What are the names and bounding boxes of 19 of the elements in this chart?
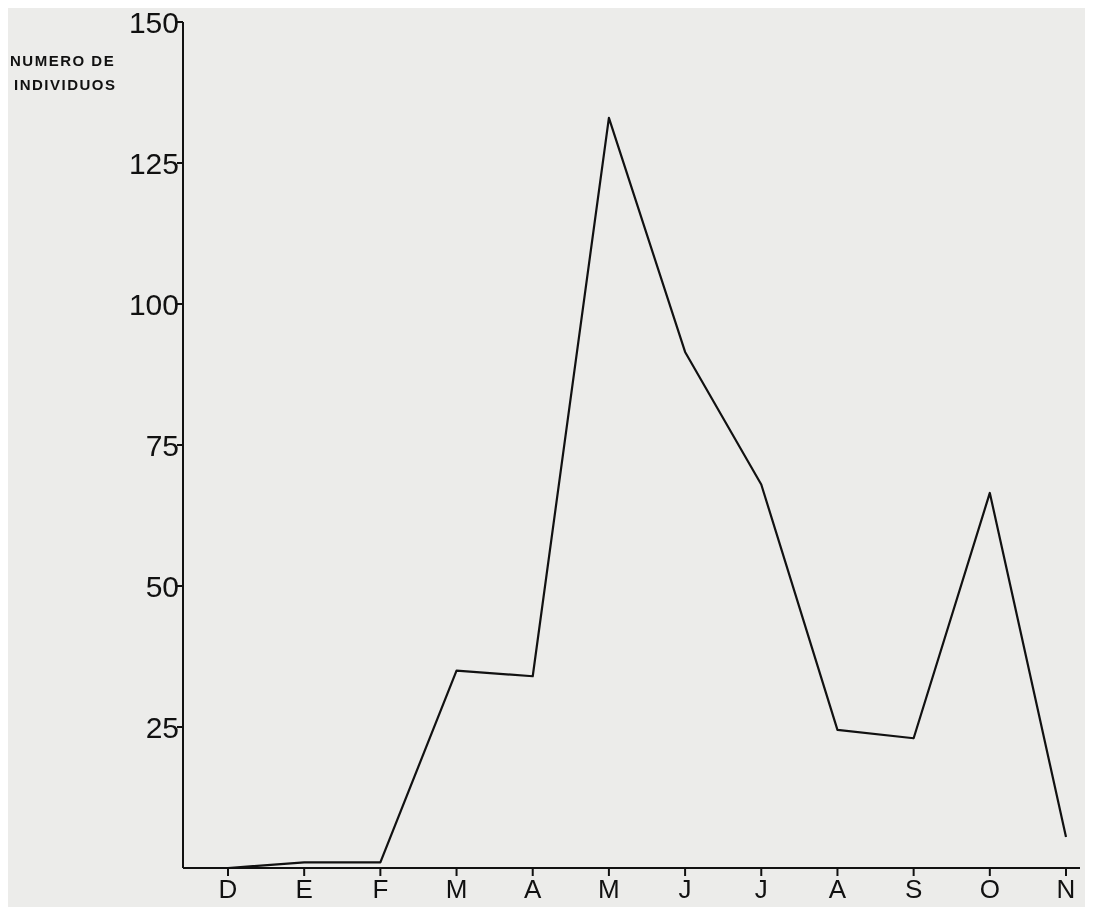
y-tick-label: 100 xyxy=(128,287,179,321)
x-tick-label: S xyxy=(904,874,923,904)
x-tick-label: N xyxy=(1056,874,1076,904)
x-tick-label: M xyxy=(598,874,620,904)
x-tick-label: M xyxy=(445,874,468,904)
y-axis-title: NUMERO DE INDIVIDUOS xyxy=(10,52,117,93)
y-tick-label: 50 xyxy=(145,569,179,603)
x-tick-label: O xyxy=(979,874,1000,904)
x-tick-label: F xyxy=(372,874,389,904)
x-tick-label: J xyxy=(754,874,768,904)
x-tick-label: A xyxy=(828,874,847,904)
y-tick-label: 25 xyxy=(145,710,179,744)
y-tick-label: 125 xyxy=(128,146,179,180)
x-tick-label: D xyxy=(218,874,238,904)
x-tick-label: E xyxy=(295,874,313,904)
y-tick-label: 75 xyxy=(145,428,179,462)
x-tick-label: A xyxy=(524,874,543,904)
x-tick-label: J xyxy=(678,874,692,904)
y-tick-label: 150 xyxy=(128,5,179,39)
